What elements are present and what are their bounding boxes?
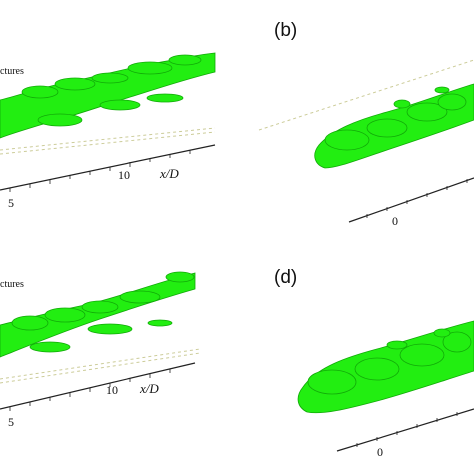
panel-c: ctures 5 10 x/D (0, 237, 237, 474)
caption-fragment: ctures (0, 66, 24, 77)
vortex-structure (314, 83, 474, 169)
panel-c-graphic (0, 271, 201, 411)
x-axis-line (348, 177, 474, 223)
tick-label: 10 (118, 168, 130, 182)
axis-ticks (356, 412, 458, 447)
tick-label: 10 (106, 383, 118, 397)
vortex-structure (0, 271, 196, 358)
axis-ticks (9, 369, 171, 411)
panel-d: (d) 0 (237, 237, 474, 474)
panel-a-graphic (0, 52, 216, 192)
x-axis-line (0, 362, 196, 410)
vortex-structure (0, 52, 216, 139)
tick-label: 5 (8, 415, 14, 429)
tick-label: 0 (392, 214, 398, 228)
axis-label: x/D (160, 166, 179, 181)
panel-a: ctures 5 10 x/D (0, 0, 237, 237)
vortex-structure (297, 320, 474, 414)
axis-ticks (366, 179, 468, 218)
caption-fragment: ctures (0, 279, 24, 290)
axis-label: x/D (140, 381, 159, 396)
panel-b-graphic (258, 59, 474, 223)
panel-b: (b) 0 (237, 0, 474, 237)
panel-label: (b) (274, 20, 298, 41)
x-axis-line (0, 144, 216, 191)
panel-label: (d) (274, 267, 298, 288)
panel-d-graphic (297, 320, 474, 452)
axis-ticks (9, 150, 191, 192)
x-axis-line (336, 408, 474, 452)
tick-label: 5 (8, 196, 14, 210)
tick-label: 0 (377, 445, 383, 459)
